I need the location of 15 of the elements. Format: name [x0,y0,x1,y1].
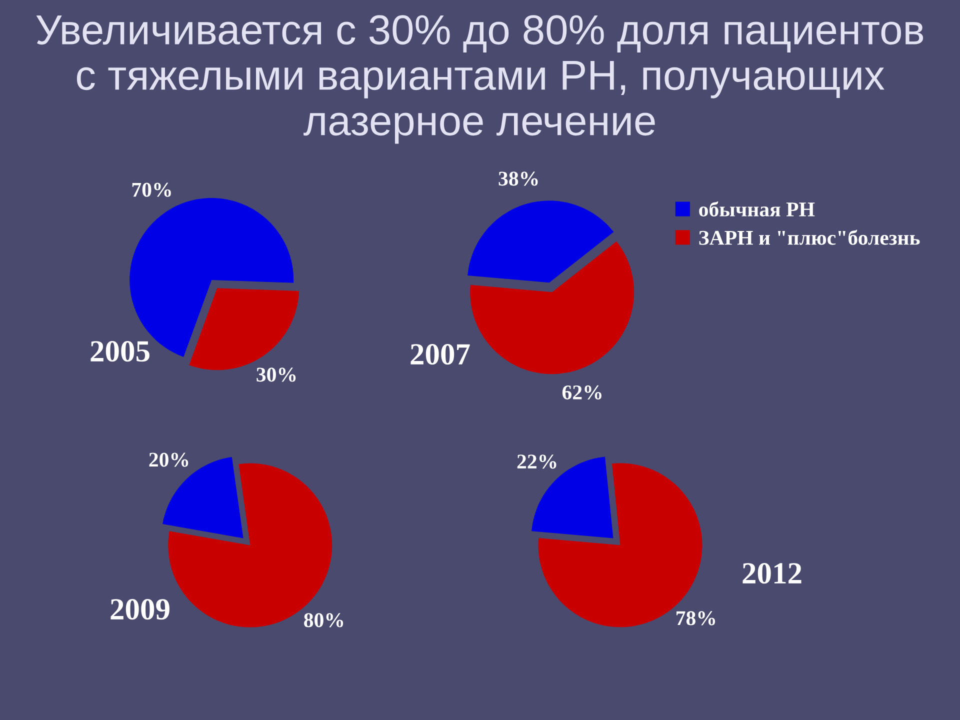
data-label: 30% [256,368,296,382]
legend-label: обычная РН [699,201,815,216]
text: 2007 [410,344,470,365]
legend-label: ЗАРН и "плюс"болезнь [699,230,920,245]
data-label: 38% [498,172,538,186]
data-label: 22% [517,454,556,469]
text: 2012 [742,563,802,584]
data-label: 80% [304,613,344,628]
chart-title: Увеличивается с 30% до 80% доля пациентов с тяжелыми вариантами РН, получающих лазерное лечение [36,15,924,144]
text: 2005 [90,341,150,362]
data-label: 62% [562,385,602,400]
data-label: 70% [132,182,171,197]
data-label: 78% [676,611,716,626]
data-label: 20% [149,452,188,467]
text: 2009 [110,599,170,620]
